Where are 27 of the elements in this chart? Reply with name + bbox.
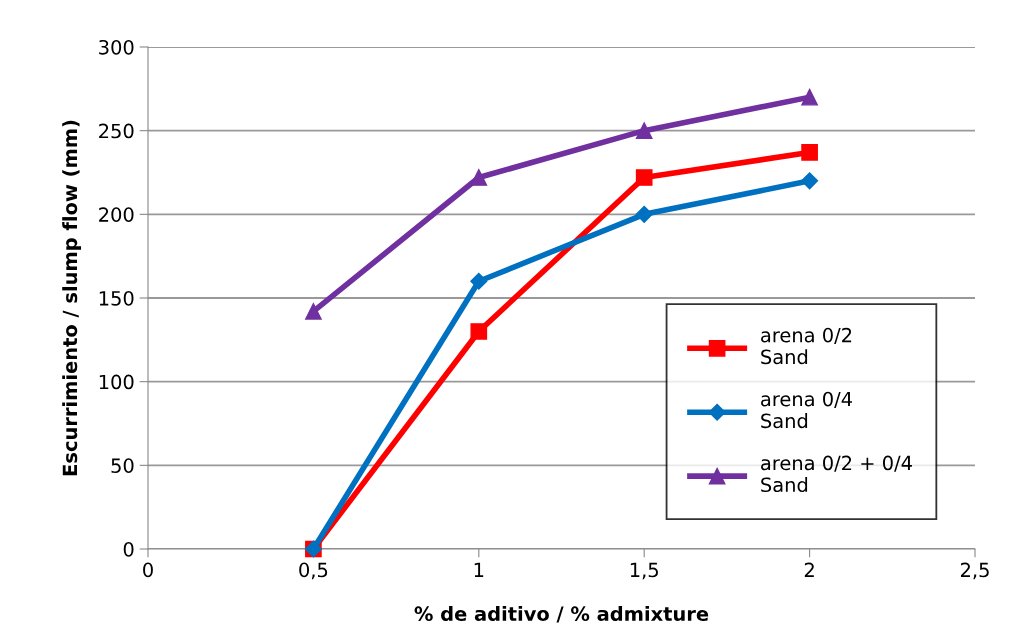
point — [470, 272, 488, 290]
x-tick-label: 1,5 — [630, 562, 658, 580]
y-axis-title: Escurrimiento / slump flow (mm) — [62, 120, 82, 476]
y-tick-label: 250 — [99, 123, 134, 139]
point — [801, 172, 819, 190]
y-tick-label: 300 — [99, 39, 134, 55]
legend-label: arena 0/2 + 0/4 Sand — [761, 455, 912, 493]
x-tick-label: 2 — [804, 562, 814, 577]
y-tick-label: 100 — [99, 374, 134, 390]
y-tick-label: 50 — [111, 458, 134, 473]
legend-label: arena 0/2 Sand — [761, 327, 852, 365]
x-tick-label: 0,5 — [299, 562, 328, 580]
x-axis-title: % de aditivo / % admixture — [414, 606, 709, 623]
x-tick-label: 0 — [143, 562, 153, 578]
point — [801, 144, 818, 161]
legend-label: arena 0/4 Sand — [761, 391, 852, 429]
y-tick-label: 0 — [123, 541, 134, 557]
point — [635, 122, 653, 140]
point — [470, 323, 488, 340]
y-tick-label: 150 — [99, 290, 134, 306]
point — [305, 303, 322, 320]
point — [801, 88, 818, 106]
x-tick-label: 2,5 — [960, 562, 989, 580]
y-tick-label: 200 — [99, 207, 134, 222]
point — [635, 169, 653, 186]
point — [635, 205, 653, 223]
x-tick-label: 1 — [474, 562, 484, 577]
